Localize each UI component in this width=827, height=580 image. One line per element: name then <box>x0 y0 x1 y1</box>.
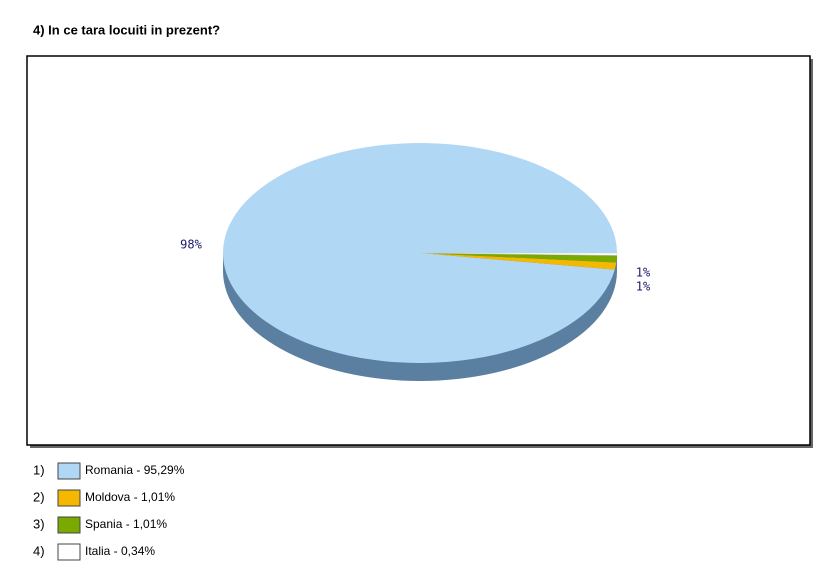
slice-label: 98% <box>180 238 202 252</box>
legend-number: 1) <box>33 462 45 477</box>
pie-slice <box>420 253 617 263</box>
legend-number: 4) <box>33 543 45 558</box>
legend-number: 3) <box>33 516 45 531</box>
pie-slice <box>420 253 617 270</box>
legend-label: Italia - 0,34% <box>85 544 155 558</box>
legend-label: Spania - 1,01% <box>85 517 167 531</box>
chart-title: 4) In ce tara locuiti in prezent? <box>33 22 220 37</box>
slice-label: 1% <box>636 280 651 294</box>
legend-swatch <box>57 516 81 534</box>
slice-label: 1% <box>636 266 651 280</box>
legend-swatch <box>57 489 81 507</box>
legend-label: Romania - 95,29% <box>85 463 185 477</box>
legend-number: 2) <box>33 489 45 504</box>
pie-slice <box>419 252 618 256</box>
legend-swatch <box>57 543 81 561</box>
legend-swatch <box>57 462 81 480</box>
legend-label: Moldova - 1,01% <box>85 490 175 504</box>
